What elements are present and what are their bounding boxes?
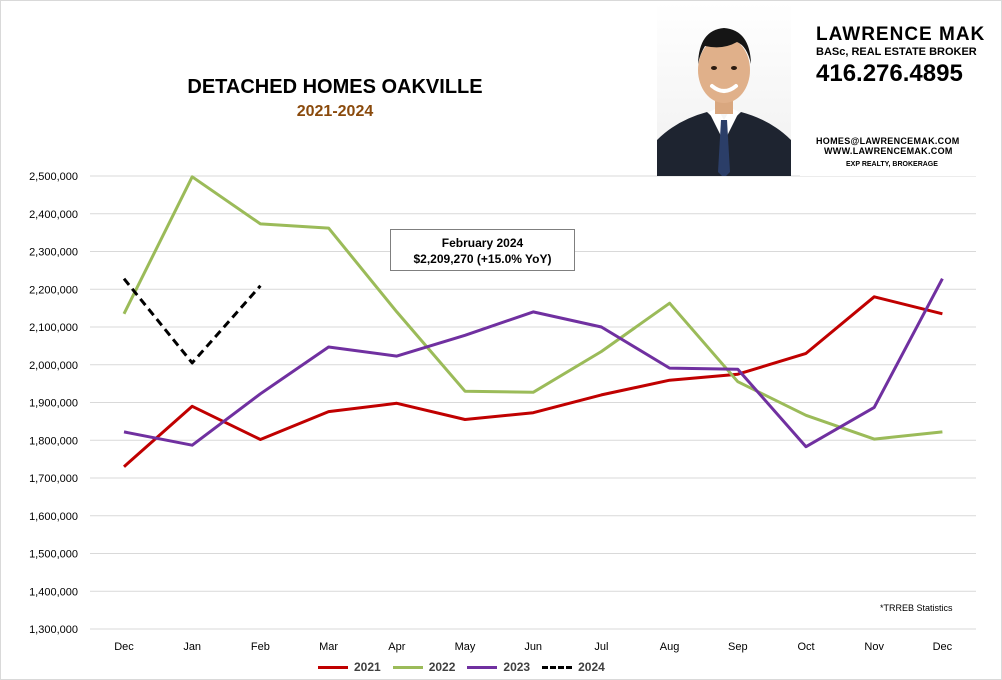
agent-website: WWW.LAWRENCEMAK.COM bbox=[824, 146, 953, 156]
y-tick-label: 1,500,000 bbox=[29, 549, 78, 561]
legend-item-2024: 2024 bbox=[542, 660, 605, 674]
legend-label: 2024 bbox=[578, 660, 605, 674]
y-tick-label: 2,400,000 bbox=[29, 209, 78, 221]
x-tick-label: Aug bbox=[660, 641, 680, 653]
chart-title: DETACHED HOMES OAKVILLE bbox=[187, 76, 483, 98]
agent-photo bbox=[657, 2, 791, 178]
x-axis-ticks: Dec Jan Feb Mar Apr May Jun Jul Aug Sep Oct Nov Dec bbox=[114, 641, 952, 653]
y-tick-label: 1,900,000 bbox=[29, 398, 78, 410]
legend-label: 2023 bbox=[503, 660, 531, 674]
y-tick-label: 2,500,000 bbox=[29, 171, 78, 183]
highlight-callout: February 2024 $2,209,270 (+15.0% YoY) bbox=[390, 229, 575, 271]
y-tick-label: 2,000,000 bbox=[29, 360, 78, 372]
y-axis-ticks: 1,300,000 1,400,000 1,500,000 1,600,000 1,70… bbox=[29, 171, 78, 636]
agent-portrait-image bbox=[657, 2, 791, 178]
x-tick-label: Dec bbox=[114, 641, 134, 653]
y-tick-label: 2,200,000 bbox=[29, 284, 78, 296]
legend-swatch bbox=[392, 665, 423, 669]
agent-name: LAWRENCE MAK bbox=[816, 24, 986, 45]
x-tick-label: Dec bbox=[933, 641, 953, 653]
legend-item-2022: 2022 bbox=[392, 660, 456, 674]
y-tick-label: 2,300,000 bbox=[29, 247, 78, 259]
series-line-2024 bbox=[122, 277, 262, 365]
x-tick-label: Jul bbox=[594, 641, 608, 653]
legend-item-2021: 2021 bbox=[318, 660, 381, 674]
agent-brokerage: EXP REALTY, BROKERAGE bbox=[846, 161, 938, 168]
series-line-2021 bbox=[123, 295, 943, 468]
callout-value: $2,209,270 (+15.0% YoY) bbox=[413, 252, 552, 266]
callout-period: February 2024 bbox=[441, 236, 524, 250]
x-tick-label: Apr bbox=[388, 641, 405, 653]
agent-title: BASc, REAL ESTATE BROKER bbox=[816, 46, 977, 58]
source-note: *TRREB Statistics bbox=[880, 603, 953, 613]
x-tick-label: Oct bbox=[797, 641, 814, 653]
y-tick-label: 1,400,000 bbox=[29, 586, 78, 598]
gridlines bbox=[90, 175, 976, 630]
x-tick-label: Mar bbox=[319, 641, 338, 653]
x-tick-label: Feb bbox=[251, 641, 270, 653]
chart-subtitle: 2021-2024 bbox=[296, 103, 374, 120]
legend-label: 2021 bbox=[354, 660, 381, 674]
agent-email: HOMES@LAWRENCEMAK.COM bbox=[816, 136, 960, 146]
y-tick-label: 1,700,000 bbox=[29, 473, 78, 485]
legend-swatch bbox=[542, 665, 573, 669]
x-tick-label: May bbox=[455, 641, 476, 653]
legend-item-2023: 2023 bbox=[467, 660, 530, 674]
x-tick-label: Nov bbox=[864, 641, 884, 653]
y-tick-label: 1,300,000 bbox=[29, 624, 78, 636]
legend-swatch bbox=[318, 665, 348, 669]
agent-phone: 416.276.4895 bbox=[816, 60, 963, 87]
series-line-2023 bbox=[123, 277, 944, 449]
y-tick-label: 1,800,000 bbox=[29, 435, 78, 447]
series-lines bbox=[122, 175, 944, 468]
agent-contact-card: LAWRENCE MAK BASc, REAL ESTATE BROKER 41… bbox=[800, 2, 1000, 176]
x-tick-label: Jun bbox=[524, 641, 542, 653]
x-tick-label: Sep bbox=[728, 641, 748, 653]
x-tick-label: Jan bbox=[183, 641, 201, 653]
series-line-2022 bbox=[122, 175, 943, 441]
legend-label: 2022 bbox=[428, 660, 456, 674]
y-tick-label: 1,600,000 bbox=[29, 511, 78, 523]
chart-legend: 2021 2022 2023 2024 bbox=[318, 658, 617, 676]
y-tick-label: 2,100,000 bbox=[29, 322, 78, 334]
legend-swatch bbox=[467, 665, 498, 669]
